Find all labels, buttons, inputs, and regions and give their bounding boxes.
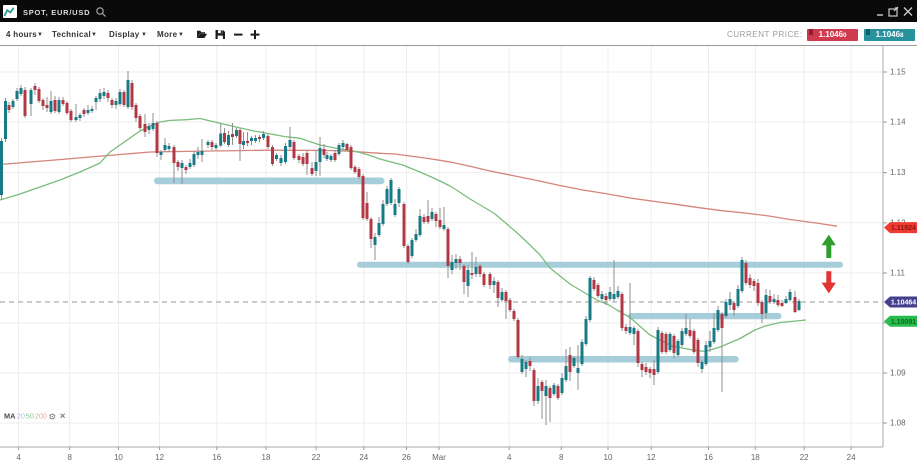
svg-text:1.09: 1.09	[890, 369, 906, 378]
svg-text:8: 8	[559, 453, 564, 462]
svg-text:12: 12	[155, 453, 164, 462]
svg-text:1.08: 1.08	[890, 419, 906, 428]
svg-text:1.13: 1.13	[890, 168, 906, 177]
svg-text:1.11924: 1.11924	[891, 225, 916, 232]
svg-text:10: 10	[604, 453, 613, 462]
svg-text:MA: MA	[4, 412, 16, 421]
svg-text:1.14: 1.14	[890, 118, 906, 127]
svg-text:24: 24	[847, 453, 856, 462]
svg-text:1.11: 1.11	[890, 269, 906, 278]
svg-text:22: 22	[800, 453, 809, 462]
svg-text:200: 200	[35, 412, 47, 421]
svg-text:✕: ✕	[60, 412, 66, 421]
svg-text:12: 12	[647, 453, 656, 462]
svg-text:Mar: Mar	[432, 453, 446, 462]
svg-text:8: 8	[67, 453, 72, 462]
svg-text:20: 20	[17, 412, 25, 421]
svg-text:22: 22	[312, 453, 321, 462]
svg-text:1.10091: 1.10091	[891, 319, 916, 326]
svg-text:18: 18	[751, 453, 760, 462]
svg-text:1.15: 1.15	[890, 68, 906, 77]
svg-text:16: 16	[704, 453, 713, 462]
svg-text:10: 10	[114, 453, 123, 462]
svg-text:50: 50	[26, 412, 34, 421]
svg-text:⚙: ⚙	[49, 412, 57, 422]
svg-text:24: 24	[359, 453, 368, 462]
svg-text:4: 4	[16, 453, 21, 462]
svg-text:18: 18	[262, 453, 271, 462]
svg-text:16: 16	[212, 453, 221, 462]
svg-text:1.10464: 1.10464	[891, 300, 916, 307]
svg-text:4: 4	[507, 453, 512, 462]
svg-text:26: 26	[402, 453, 411, 462]
